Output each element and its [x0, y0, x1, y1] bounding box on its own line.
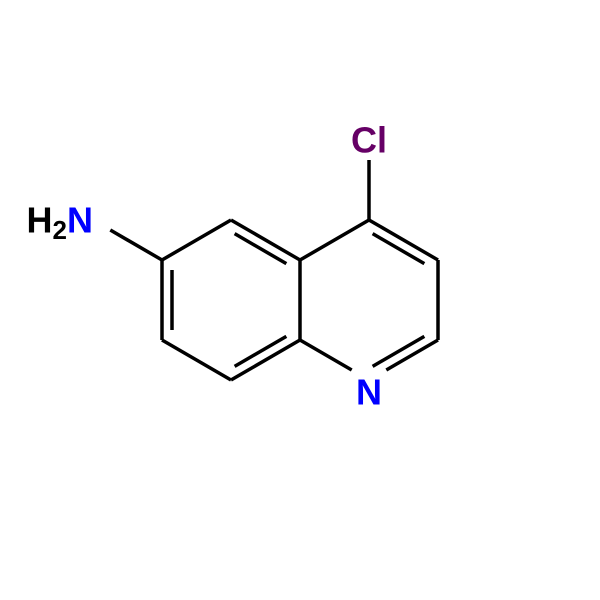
labels-group: N Cl H2N [27, 120, 387, 413]
molecule-diagram: N Cl H2N [0, 0, 600, 600]
bond [369, 220, 438, 260]
bond [162, 340, 231, 380]
atom-label-Namine: H2N [27, 200, 93, 245]
bond [162, 220, 231, 260]
bond [110, 230, 162, 260]
bonds-group [110, 160, 438, 380]
atom-label-N1: N [356, 372, 382, 413]
bond [300, 220, 369, 260]
bond [300, 340, 352, 370]
atom-label-Cl: Cl [351, 120, 387, 161]
bond [231, 340, 300, 380]
bond [231, 220, 300, 260]
